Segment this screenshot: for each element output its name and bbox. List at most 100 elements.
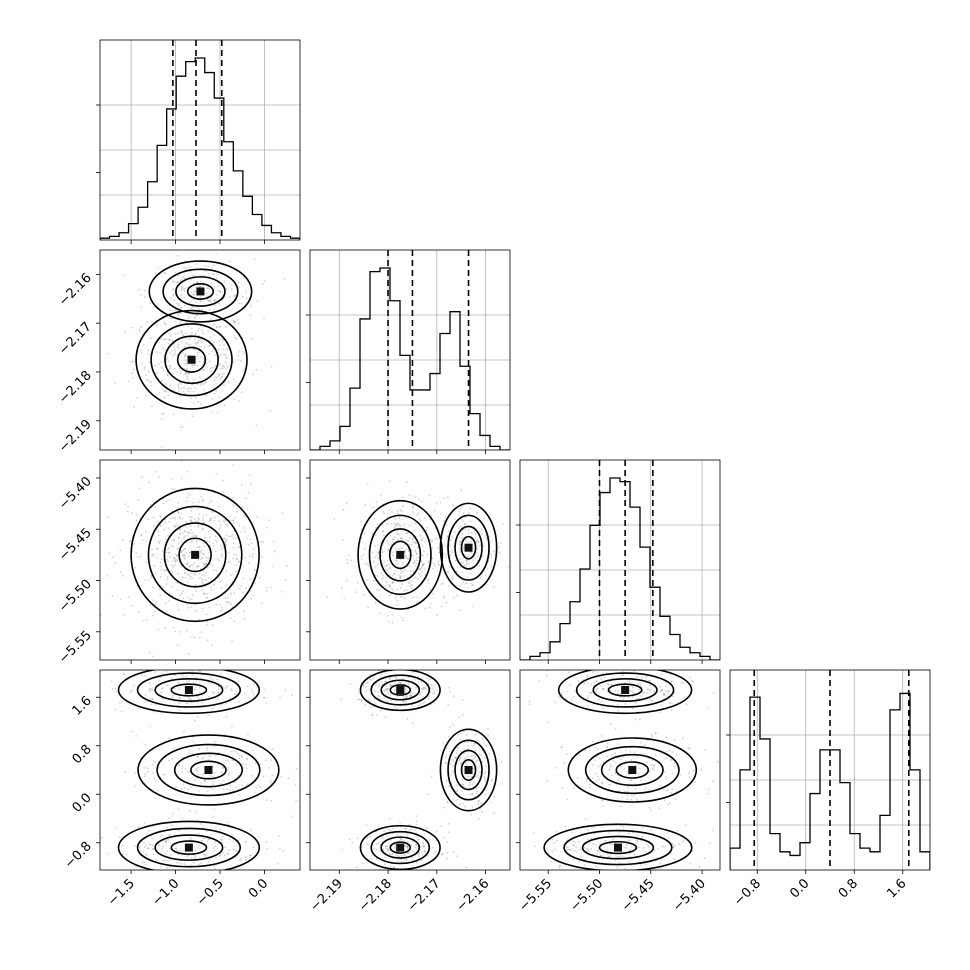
scatter-point [133,873,135,875]
scatter-point [467,528,470,531]
scatter-point [207,265,210,268]
scatter-point [211,350,213,353]
scatter-point [172,280,175,282]
scatter-point [405,556,407,559]
scatter-point [178,368,181,370]
scatter-point [131,730,134,733]
scatter-point [189,532,192,535]
scatter-point [605,682,608,685]
scatter-point [426,526,429,529]
scatter-point [207,557,210,559]
scatter-point [599,764,602,767]
scatter-point [654,754,657,757]
scatter-point [424,517,426,519]
scatter-point [181,352,184,354]
scatter-point [183,296,186,299]
scatter-point [672,843,675,846]
scatter-point [263,280,266,282]
scatter-point [362,684,365,686]
scatter-point [232,360,235,363]
scatter-point [120,571,122,573]
scatter-point [211,707,214,710]
scatter-point [572,844,575,847]
scatter-point [194,348,197,351]
scatter-point [641,826,644,829]
scatter-point [375,554,378,557]
scatter-point [246,508,249,510]
scatter-point [170,517,173,520]
scatter-point [379,612,382,615]
scatter-point [364,562,366,565]
scatter-point [432,592,435,595]
scatter-point [648,846,650,849]
histogram-panel-1 [306,249,511,451]
scatter-point [232,378,235,381]
scatter-point [413,529,416,532]
scatter-point [648,789,651,791]
scatter-point [166,374,169,376]
scatter-point [408,494,411,497]
scatter-point [431,547,434,549]
scatter-point [149,380,151,382]
scatter-point [186,500,188,502]
scatter-point [174,309,177,312]
scatter-point [246,537,249,539]
scatter-point [409,524,411,527]
scatter-point [466,741,469,744]
scatter-point [388,852,391,855]
scatter-point [404,697,407,699]
scatter-point [386,687,389,690]
scatter-point [190,387,192,390]
scatter-point [185,321,188,324]
scatter-point [180,383,183,385]
scatter-point [190,520,193,523]
scatter-point [422,686,425,689]
scatter-point [236,850,239,853]
scatter-point [200,631,203,633]
scatter-point [173,389,176,391]
scatter-point [587,705,589,707]
scatter-point [487,727,489,730]
scatter-point [427,579,429,581]
scatter-point [160,834,163,837]
scatter-point [577,777,579,779]
scatter-point [202,562,205,565]
scatter-point [129,360,132,363]
scatter-point [153,777,156,780]
scatter-point [197,341,199,343]
scatter-point [191,306,194,308]
scatter-point [683,839,686,841]
scatter-point [218,528,221,531]
scatter-point [227,853,230,856]
scatter-point [147,349,149,351]
scatter-point [388,828,390,831]
scatter-point [483,775,486,778]
scatter-point [196,565,199,568]
scatter-point [333,518,336,520]
scatter-point [174,563,177,566]
scatter-point [474,537,477,539]
scatter-point [712,829,715,832]
scatter-point [442,597,445,599]
scatter-point [185,368,188,371]
scatter-point [203,779,206,782]
scatter-point [659,785,662,787]
scatter-points [528,670,719,870]
scatter-point [223,372,226,374]
scatter-point [608,767,611,769]
scatter-point [670,702,672,704]
scatter-point [646,688,649,690]
scatter-point [587,697,590,699]
scatter-point [243,610,245,613]
scatter-point [464,757,467,760]
scatter-point [455,756,458,759]
scatter-point [350,559,352,562]
scatter-point [231,848,234,851]
scatter-point [177,808,180,810]
scatter-point [365,682,368,685]
contour-level [460,759,477,781]
scatter-point [226,539,229,541]
scatter-point [451,577,454,579]
scatter-point [154,506,157,508]
scatter-point [388,817,391,820]
